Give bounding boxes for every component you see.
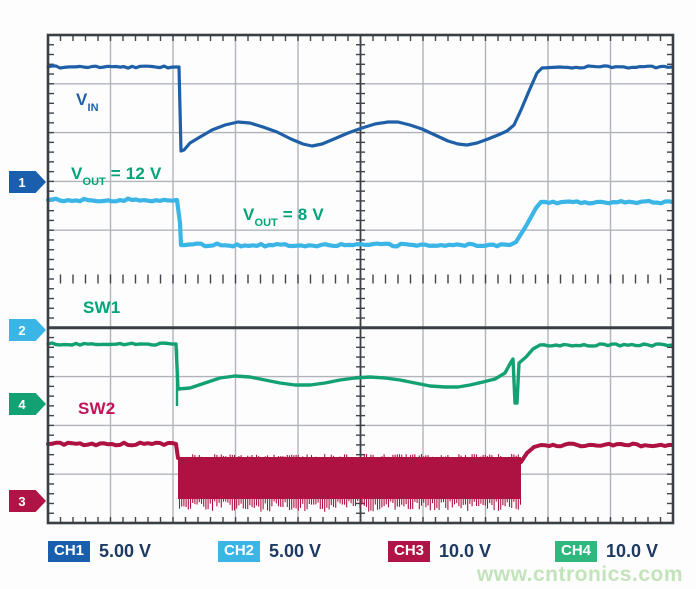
vout-12v-label-suffix: = 12 V — [105, 164, 162, 183]
ch4-scale-value: 10.0 V — [606, 541, 659, 561]
channel-1-marker-number: 1 — [18, 174, 26, 190]
channel-3-marker-number: 3 — [18, 493, 26, 509]
ch4-badge: CH4 — [555, 541, 598, 562]
sw1-label: SW1 — [83, 298, 121, 317]
vout-12v-label-sub: OUT — [82, 176, 106, 189]
ch2-scale-value: 5.00 V — [269, 541, 322, 561]
vin-label: VIN — [76, 90, 99, 115]
watermark-text: www.cntronics.com — [476, 563, 683, 586]
vout-8v-label-suffix: = 8 V — [277, 205, 324, 224]
vout-12v-label: VOUT = 12 V — [71, 164, 162, 189]
channel-2-marker-number: 2 — [18, 322, 26, 338]
channel-4-marker-number: 4 — [18, 396, 26, 412]
ch1-legend: CH1 5.00 V — [48, 541, 151, 562]
sw2-label: SW2 — [78, 399, 116, 418]
ch2-badge: CH2 — [218, 541, 261, 562]
ch1-scale-value: 5.00 V — [99, 541, 152, 561]
vout-8v-label-main: V — [243, 205, 255, 224]
vout-8v-label-sub: OUT — [254, 217, 278, 230]
vin-label-sub: IN — [87, 102, 99, 115]
ch3-legend: CH3 10.0 V — [388, 541, 491, 562]
channel-4-marker: 4 — [9, 393, 46, 415]
ch3-scale-value: 10.0 V — [439, 541, 492, 561]
ch1-badge: CH1 — [48, 541, 91, 562]
ch4-legend: CH4 10.0 V — [555, 541, 658, 562]
vin-label-main: V — [76, 90, 88, 109]
vout-12v-label-main: V — [71, 164, 83, 183]
ch2-legend: CH2 5.00 V — [218, 541, 321, 562]
channel-2-marker: 2 — [9, 319, 46, 341]
channel-1-marker: 1 — [9, 171, 46, 193]
vout-8v-label: VOUT = 8 V — [243, 205, 324, 230]
channel-3-marker: 3 — [9, 490, 46, 512]
ch3-badge: CH3 — [388, 541, 431, 562]
